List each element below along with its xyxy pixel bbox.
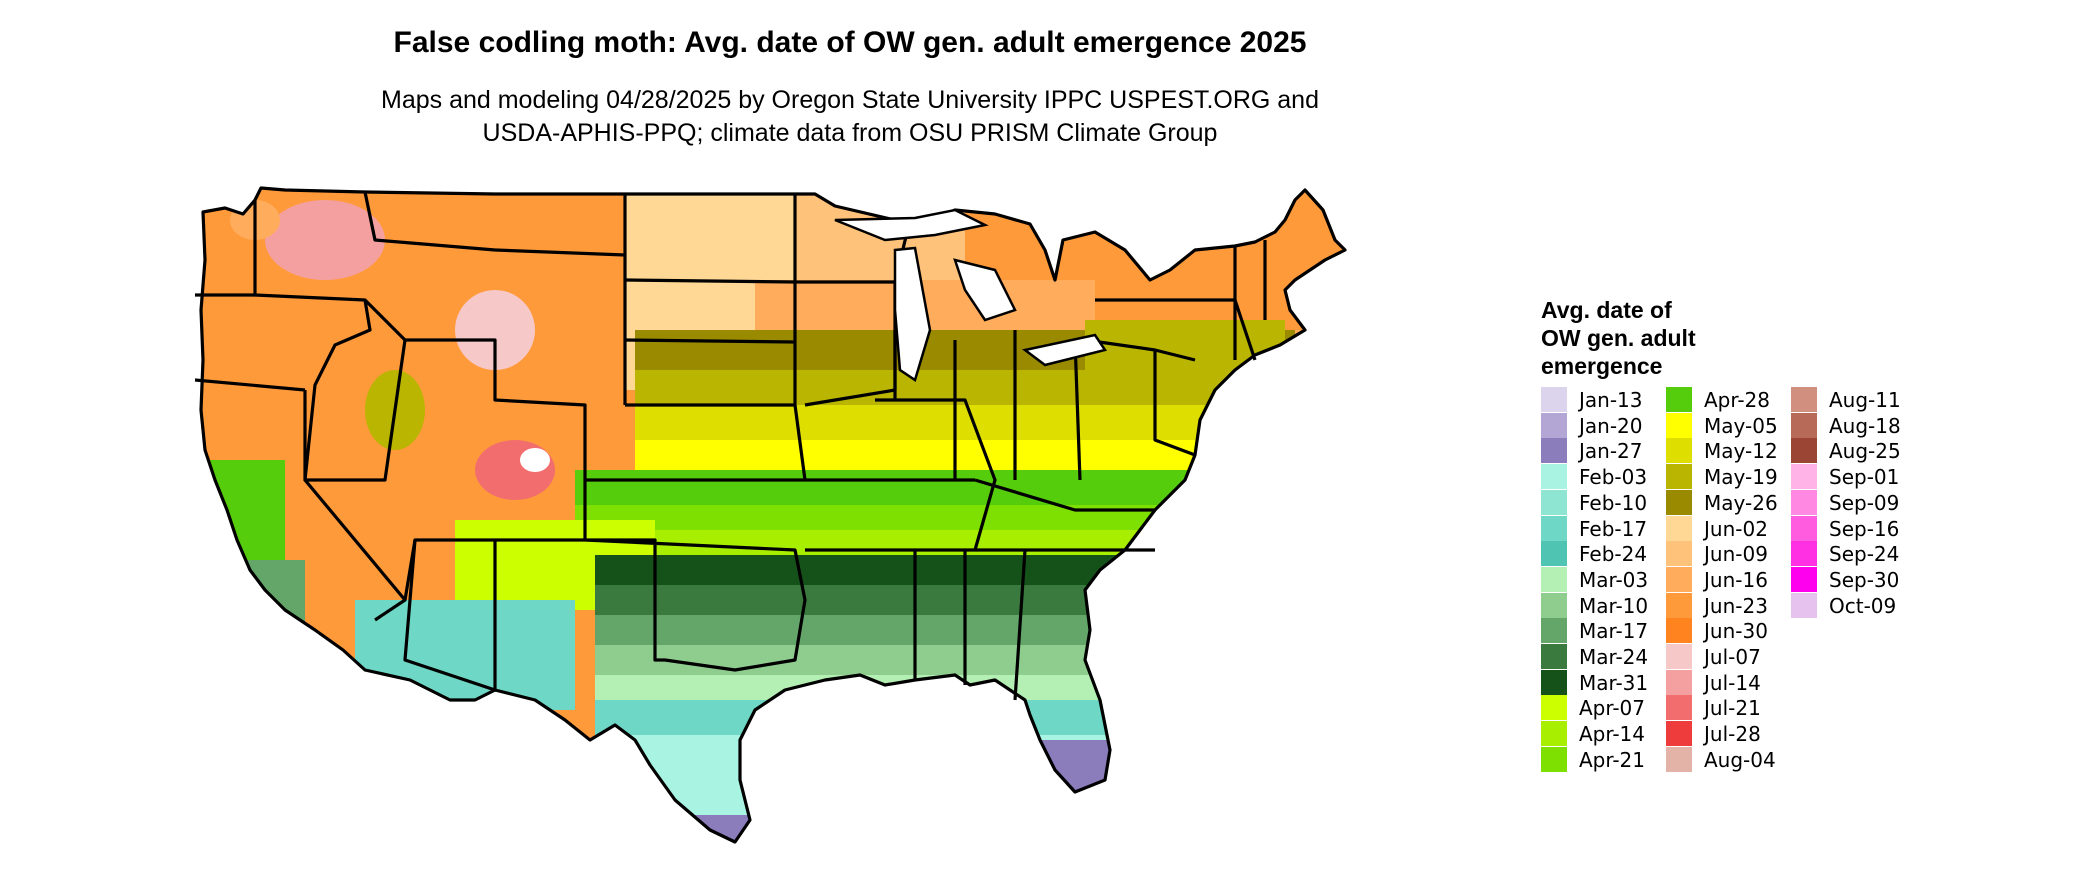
legend-swatch bbox=[1791, 592, 1817, 618]
legend-swatch bbox=[1666, 489, 1692, 515]
legend-swatch bbox=[1541, 721, 1567, 747]
legend-swatch bbox=[1791, 438, 1817, 464]
legend-swatch bbox=[1541, 669, 1567, 695]
legend-title: Avg. date of OW gen. adult emergence bbox=[1541, 296, 1781, 380]
legend-swatch bbox=[1541, 387, 1567, 412]
legend-swatch bbox=[1541, 489, 1567, 515]
legend-swatch bbox=[1666, 695, 1692, 721]
legend-swatch bbox=[1666, 541, 1692, 567]
legend-label: Jan-20 bbox=[1579, 413, 1643, 438]
legend-label: Sep-16 bbox=[1829, 516, 1900, 541]
legend-swatch bbox=[1541, 592, 1567, 618]
legend-label: Jan-13 bbox=[1579, 388, 1643, 412]
legend-label: Jan-27 bbox=[1579, 439, 1643, 464]
legend-swatch bbox=[1666, 592, 1692, 618]
legend-swatch bbox=[1666, 387, 1692, 412]
legend-label: Mar-03 bbox=[1579, 567, 1649, 592]
legend-label: Feb-10 bbox=[1579, 490, 1648, 515]
legend-swatch bbox=[1541, 566, 1567, 592]
legend-label: Aug-18 bbox=[1829, 413, 1901, 438]
legend-label: May-26 bbox=[1704, 490, 1778, 515]
legend-label: Aug-25 bbox=[1829, 439, 1901, 464]
legend-label: Apr-28 bbox=[1704, 388, 1770, 412]
legend-label: Jun-09 bbox=[1704, 542, 1768, 567]
legend-label: Sep-30 bbox=[1829, 567, 1900, 592]
legend-label: Apr-07 bbox=[1579, 696, 1645, 721]
legend-swatch bbox=[1666, 412, 1692, 438]
us-emergence-map bbox=[195, 186, 1347, 844]
legend-label: Jul-28 bbox=[1704, 722, 1761, 747]
legend-swatch bbox=[1666, 669, 1692, 695]
legend-swatch bbox=[1541, 746, 1567, 772]
legend-swatch bbox=[1791, 412, 1817, 438]
legend-label: Feb-17 bbox=[1579, 516, 1648, 541]
legend-swatch bbox=[1541, 695, 1567, 721]
subtitle-line-2: USDA-APHIS-PPQ; climate data from OSU PR… bbox=[482, 119, 1218, 147]
legend-swatch bbox=[1666, 618, 1692, 644]
legend-swatch bbox=[1666, 515, 1692, 541]
map-subtitle: Maps and modeling 04/28/2025 by Oregon S… bbox=[0, 84, 1700, 150]
legend-swatch bbox=[1666, 438, 1692, 464]
legend-label: May-12 bbox=[1704, 439, 1778, 464]
legend-label: Jul-21 bbox=[1704, 696, 1761, 721]
legend-label: May-19 bbox=[1704, 465, 1778, 490]
legend-swatch bbox=[1666, 746, 1692, 772]
legend-swatch bbox=[1541, 412, 1567, 438]
legend-label: May-05 bbox=[1704, 413, 1778, 438]
legend-swatch bbox=[1541, 541, 1567, 567]
legend-label: Feb-03 bbox=[1579, 465, 1648, 490]
legend-label: Apr-21 bbox=[1579, 747, 1645, 772]
legend-label: Sep-01 bbox=[1829, 465, 1900, 490]
legend-swatch bbox=[1541, 464, 1567, 490]
legend-label: Sep-24 bbox=[1829, 542, 1900, 567]
legend-swatch bbox=[1666, 566, 1692, 592]
legend-swatch bbox=[1666, 721, 1692, 747]
map-title: False codling moth: Avg. date of OW gen.… bbox=[393, 26, 1307, 59]
legend-label: Aug-04 bbox=[1704, 747, 1776, 772]
legend-title-line-1: Avg. date of bbox=[1541, 297, 1672, 323]
legend-label: Jun-16 bbox=[1704, 567, 1768, 592]
legend-label: Jun-02 bbox=[1704, 516, 1768, 541]
legend-label: Mar-10 bbox=[1579, 593, 1649, 618]
legend-label: Apr-14 bbox=[1579, 722, 1645, 747]
legend-label: Oct-09 bbox=[1829, 593, 1897, 618]
legend-label: Mar-24 bbox=[1579, 645, 1649, 669]
legend-swatch bbox=[1541, 515, 1567, 541]
legend-swatch bbox=[1791, 464, 1817, 490]
legend-swatch bbox=[1791, 566, 1817, 592]
legend-swatch bbox=[1791, 489, 1817, 515]
legend-swatch bbox=[1666, 464, 1692, 490]
legend-label: Jun-30 bbox=[1704, 619, 1768, 644]
legend-label: Jun-23 bbox=[1704, 593, 1768, 618]
legend-swatch bbox=[1541, 644, 1567, 669]
legend-label: Aug-11 bbox=[1829, 388, 1901, 412]
legend-label: Mar-17 bbox=[1579, 619, 1649, 644]
legend-swatch bbox=[1541, 618, 1567, 644]
legend-label: Mar-31 bbox=[1579, 670, 1649, 695]
legend-title-line-2: OW gen. adult bbox=[1541, 325, 1696, 351]
legend-swatch bbox=[1541, 438, 1567, 464]
legend-swatch bbox=[1791, 541, 1817, 567]
legend-swatch bbox=[1791, 515, 1817, 541]
legend-label: Feb-24 bbox=[1579, 542, 1648, 567]
legend-title-line-3: emergence bbox=[1541, 353, 1663, 379]
legend-label: Sep-09 bbox=[1829, 490, 1900, 515]
legend-label: Jul-07 bbox=[1704, 645, 1761, 669]
legend-swatch bbox=[1791, 387, 1817, 412]
legend-label: Jul-14 bbox=[1704, 670, 1761, 695]
subtitle-line-1: Maps and modeling 04/28/2025 by Oregon S… bbox=[381, 86, 1319, 114]
legend-swatch bbox=[1666, 644, 1692, 669]
